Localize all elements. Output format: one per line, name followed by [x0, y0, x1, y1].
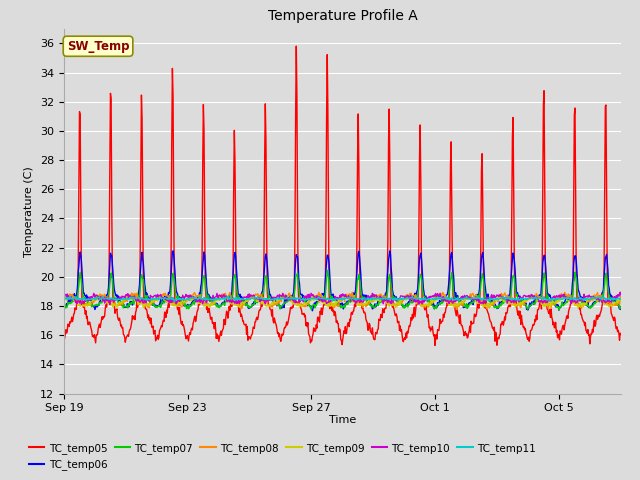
- TC_temp10: [617, 292, 625, 298]
- TC_temp10: [192, 296, 200, 302]
- TC_temp06: [60, 304, 68, 310]
- TC_temp06: [293, 253, 301, 259]
- TC_temp05: [617, 332, 625, 337]
- TC_temp05: [431, 343, 439, 348]
- Line: TC_temp05: TC_temp05: [64, 46, 621, 346]
- TC_temp09: [264, 303, 271, 309]
- TC_temp08: [60, 296, 68, 302]
- X-axis label: Time: Time: [329, 415, 356, 425]
- TC_temp10: [511, 297, 518, 303]
- TC_temp08: [263, 299, 271, 304]
- TC_temp11: [377, 295, 385, 301]
- TC_temp10: [106, 302, 114, 308]
- TC_temp09: [376, 299, 384, 304]
- TC_temp08: [80, 302, 88, 308]
- TC_temp09: [574, 305, 582, 311]
- TC_temp10: [60, 294, 68, 300]
- TC_temp08: [349, 289, 356, 295]
- TC_temp07: [324, 267, 332, 273]
- TC_temp08: [292, 298, 300, 303]
- TC_temp07: [263, 274, 271, 279]
- Line: TC_temp06: TC_temp06: [64, 251, 621, 311]
- TC_temp10: [264, 298, 271, 303]
- Line: TC_temp08: TC_temp08: [64, 292, 621, 310]
- TC_temp07: [376, 299, 384, 305]
- TC_temp08: [511, 300, 519, 306]
- TC_temp10: [293, 300, 301, 305]
- Line: TC_temp09: TC_temp09: [64, 296, 621, 308]
- TC_temp08: [617, 293, 625, 299]
- TC_temp07: [511, 275, 518, 281]
- TC_temp09: [94, 293, 102, 299]
- TC_temp09: [80, 302, 88, 308]
- TC_temp05: [191, 313, 199, 319]
- TC_temp11: [80, 297, 88, 302]
- TC_temp11: [294, 296, 301, 301]
- TC_temp09: [511, 301, 518, 307]
- TC_temp06: [377, 293, 385, 299]
- TC_temp07: [191, 297, 199, 303]
- TC_temp11: [225, 293, 232, 299]
- TC_temp11: [617, 296, 625, 301]
- TC_temp08: [191, 290, 199, 296]
- TC_temp07: [60, 305, 68, 311]
- TC_temp11: [511, 296, 519, 301]
- TC_temp07: [555, 307, 563, 312]
- Legend: TC_temp05, TC_temp06, TC_temp07, TC_temp08, TC_temp09, TC_temp10, TC_temp11: TC_temp05, TC_temp06, TC_temp07, TC_temp…: [25, 439, 540, 474]
- TC_temp05: [60, 335, 68, 341]
- Line: TC_temp10: TC_temp10: [64, 292, 621, 305]
- TC_temp05: [292, 43, 300, 49]
- TC_temp06: [511, 266, 519, 272]
- TC_temp08: [453, 307, 461, 312]
- TC_temp11: [60, 297, 68, 302]
- Text: SW_Temp: SW_Temp: [67, 40, 129, 53]
- TC_temp09: [60, 296, 68, 301]
- Y-axis label: Temperature (C): Temperature (C): [24, 166, 35, 257]
- Title: Temperature Profile A: Temperature Profile A: [268, 10, 417, 24]
- TC_temp06: [264, 261, 271, 267]
- Line: TC_temp11: TC_temp11: [64, 296, 621, 302]
- TC_temp10: [80, 299, 88, 305]
- TC_temp06: [308, 308, 316, 313]
- TC_temp06: [80, 290, 88, 296]
- TC_temp08: [376, 294, 384, 300]
- TC_temp05: [376, 318, 384, 324]
- TC_temp07: [617, 304, 625, 310]
- TC_temp10: [376, 293, 384, 299]
- TC_temp07: [292, 273, 300, 278]
- TC_temp05: [293, 93, 301, 99]
- TC_temp11: [264, 297, 272, 302]
- TC_temp05: [80, 299, 88, 305]
- TC_temp09: [192, 295, 200, 301]
- TC_temp07: [80, 294, 88, 300]
- TC_temp05: [263, 225, 271, 230]
- TC_temp11: [192, 295, 200, 300]
- TC_temp09: [617, 296, 625, 301]
- TC_temp09: [293, 303, 301, 309]
- TC_temp11: [170, 299, 178, 305]
- TC_temp05: [511, 298, 519, 304]
- TC_temp06: [169, 248, 177, 254]
- TC_temp06: [192, 297, 200, 302]
- TC_temp10: [616, 289, 624, 295]
- TC_temp06: [617, 306, 625, 312]
- Line: TC_temp07: TC_temp07: [64, 270, 621, 310]
